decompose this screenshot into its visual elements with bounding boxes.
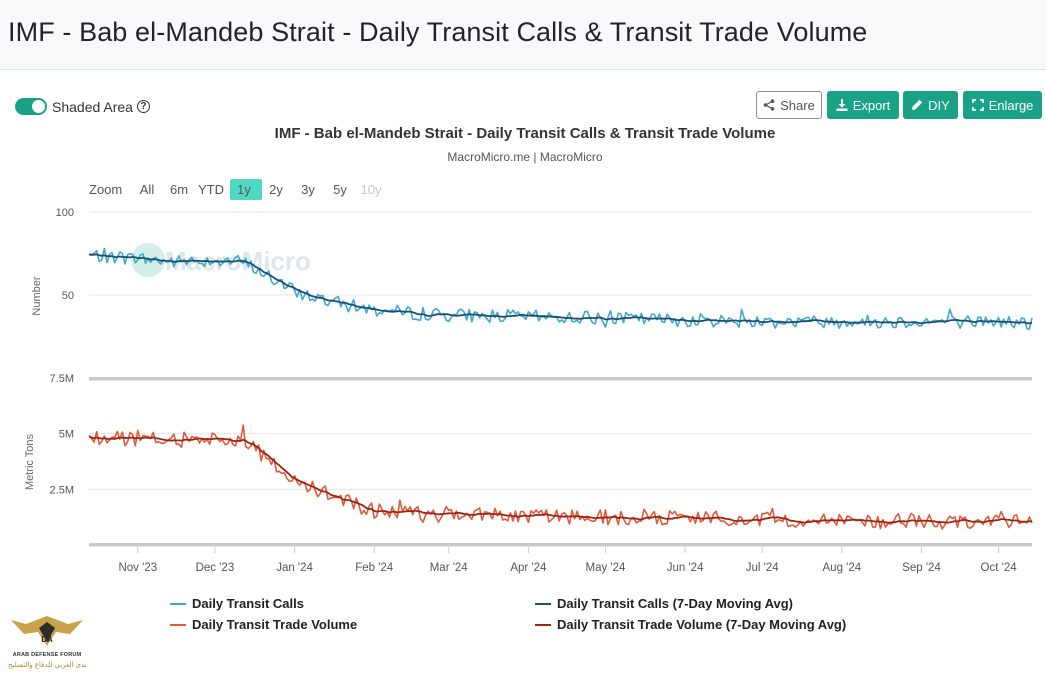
x-tick-label: Dec '23 [196,562,235,574]
legend-item[interactable]: Daily Transit Calls (7-Day Moving Avg) [535,596,793,611]
arab-defense-forum-logo: DA ARAB DEFENSE FORUM المنتدى العربي للد… [8,612,86,674]
daily-transit-calls-line[interactable] [88,247,1033,331]
zoom-option-6m[interactable]: 6m [170,182,188,197]
shaded-area-toggle-group[interactable]: Shaded Area ? [15,98,150,115]
zoom-selected-highlight [230,179,262,200]
trade-volume-ma-line[interactable] [88,435,1033,524]
x-axis-bar [89,543,1032,547]
x-tick-label: Feb '24 [355,562,394,574]
expand-icon [971,99,984,111]
x-tick-label: Jan '24 [276,562,313,574]
zoom-option-10y: 10y [361,182,382,197]
page-title: IMF - Bab el-Mandeb Strait - Daily Trans… [8,17,868,47]
legend-item[interactable]: Daily Transit Calls [170,596,304,611]
zoom-options[interactable]: All 6m YTD 1y 2y 3y 5y 10y [140,182,382,197]
zoom-bar: Zoom All 6m YTD 1y 2y 3y 5y 10y [89,179,382,200]
page-header: IMF - Bab el-Mandeb Strait - Daily Trans… [0,0,1046,70]
diy-label: DIY [928,97,950,113]
zoom-option-2y[interactable]: 2y [269,182,283,197]
transit-calls-ma-line[interactable] [88,253,1033,325]
logo-monogram: DA [41,635,53,644]
shaded-area-toggle[interactable] [15,98,47,115]
share-button[interactable]: Share [756,91,822,119]
zoom-option-ytd[interactable]: YTD [198,182,224,197]
pencil-icon [912,99,923,110]
chart-title: IMF - Bab el-Mandeb Strait - Daily Trans… [275,125,776,142]
legend-label: Daily Transit Trade Volume (7-Day Moving… [557,617,847,632]
x-tick-label: Oct '24 [981,562,1018,574]
zoom-option-all[interactable]: All [140,182,155,197]
x-tick-label: Aug '24 [823,562,862,574]
calls-ylabel: Number [31,276,43,315]
export-label: Export [852,97,891,113]
shaded-area-label: Shaded Area [52,98,133,115]
legend-swatch [535,623,551,626]
x-tick-label: Mar '24 [430,562,469,574]
logo-name-ar: المنتدى العربي للدفاع والتسليح [8,662,86,669]
zoom-label: Zoom [89,182,122,197]
volume-gridlines [89,433,1032,490]
x-tick-label: Jun '24 [667,562,704,574]
x-tick-label: Jul '24 [746,562,779,574]
x-tick-label: Sep '24 [902,562,941,574]
share-label: Share [780,97,815,113]
calls-series[interactable] [88,247,1033,331]
logo-name-en: ARAB DEFENSE FORUM [12,652,82,658]
daily-trade-volume-line[interactable] [88,424,1033,530]
diy-button[interactable]: DIY [903,91,958,119]
legend-swatch [170,623,186,626]
enlarge-button[interactable]: Enlarge [963,91,1042,119]
x-tick-label: Apr '24 [510,562,547,574]
y-tick-label: 2.5M [50,484,74,496]
y-tick-label: 50 [62,290,74,302]
legend-label: Daily Transit Calls [192,596,304,611]
legend-label: Daily Transit Calls (7-Day Moving Avg) [557,596,793,611]
y-tick-label: 7.5M [50,373,74,385]
y-tick-label: 100 [56,207,74,219]
enlarge-label: Enlarge [988,97,1034,113]
share-icon [763,99,775,111]
eagle-emblem-icon [11,616,83,646]
y-tick-label: 5M [59,429,74,441]
legend-swatch [170,602,186,605]
x-axis-ticks: Nov '23 Dec '23 Jan '24 Feb '24 Mar '24 Apr '… [118,547,1017,574]
legend-item[interactable]: Daily Transit Trade Volume [170,617,357,632]
legend-swatch [535,602,551,605]
zoom-option-3y[interactable]: 3y [301,182,315,197]
volume-series[interactable] [88,424,1033,530]
download-icon [836,99,848,111]
calls-gridlines [89,211,1032,296]
volume-y-ticks: 2.5M 5M 7.5M [50,373,74,496]
zoom-option-5y[interactable]: 5y [333,182,347,197]
calls-y-ticks: 50 100 [56,207,74,302]
volume-ylabel: Metric Tons [24,433,36,490]
chart-subtitle: MacroMicro.me | MacroMicro [447,150,602,164]
help-icon[interactable]: ? [136,100,150,113]
x-tick-label: May '24 [586,562,627,574]
panel-divider [89,377,1032,381]
export-button[interactable]: Export [827,91,899,119]
legend-item[interactable]: Daily Transit Trade Volume (7-Day Moving… [535,617,846,632]
x-tick-label: Nov '23 [118,562,157,574]
legend-label: Daily Transit Trade Volume [192,617,358,632]
zoom-option-1y[interactable]: 1y [237,182,251,197]
